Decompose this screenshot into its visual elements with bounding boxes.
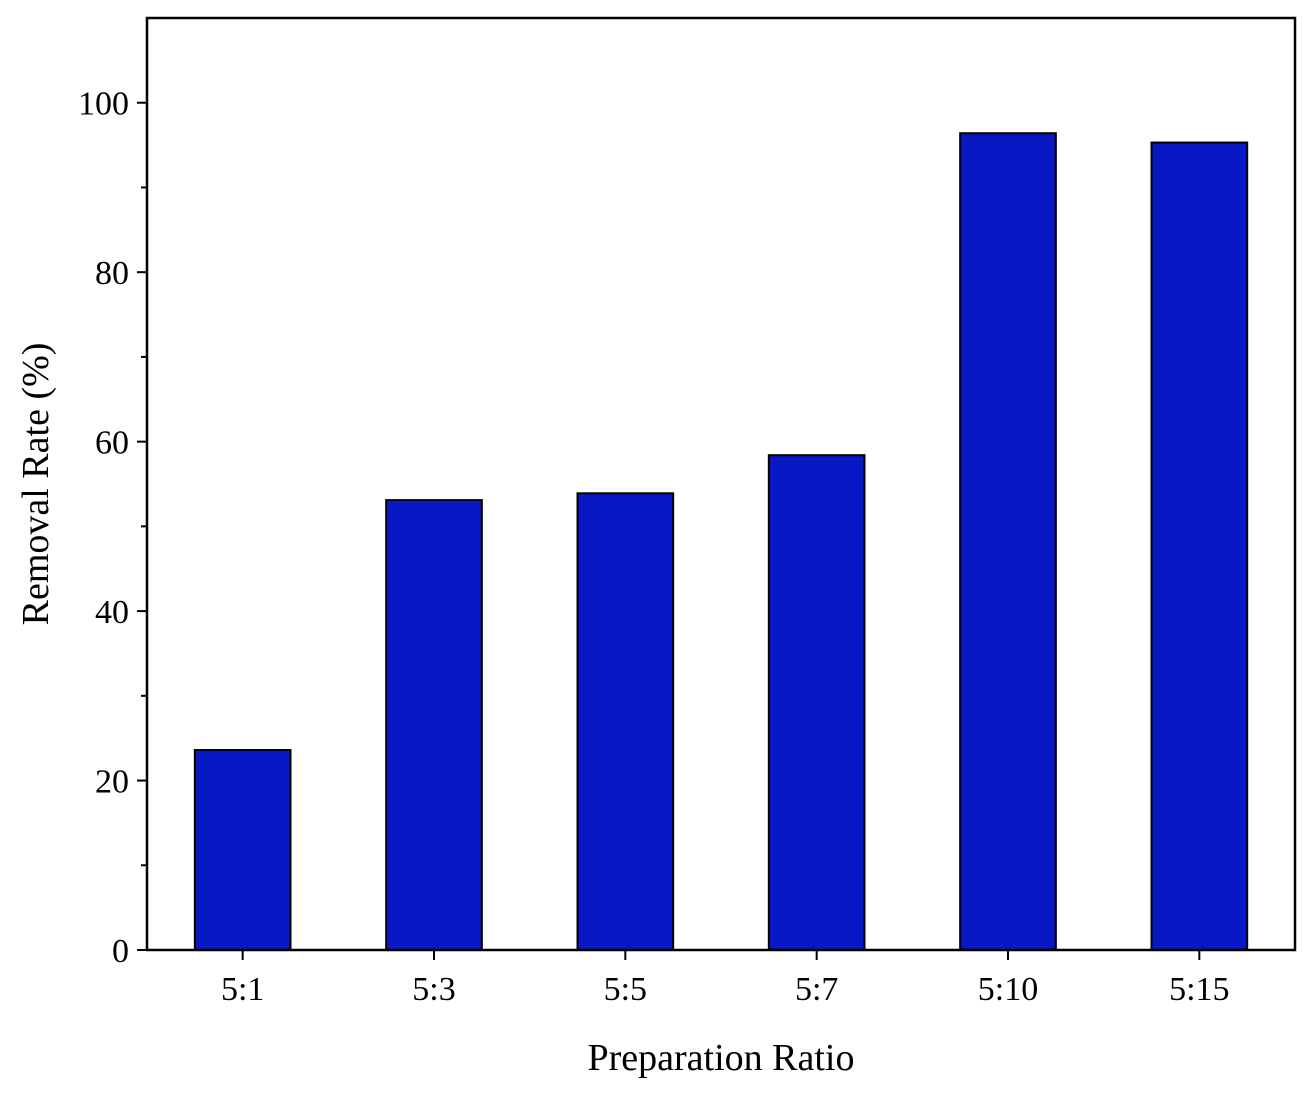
bar-5-15 (1150, 141, 1249, 952)
bar-5-5 (576, 492, 675, 951)
bars-layer (193, 132, 1249, 952)
bar-5-1 (193, 749, 292, 951)
plot-frame (145, 16, 1297, 952)
y-tick-label: 80 (95, 255, 129, 292)
y-tick-label: 0 (112, 933, 129, 970)
x-axis-title: Preparation Ratio (588, 1037, 855, 1079)
x-tick-label: 5:5 (604, 971, 647, 1008)
bar-5-3 (385, 499, 483, 951)
bar-5-10 (959, 132, 1057, 952)
y-tick-label: 60 (95, 425, 129, 462)
y-tick-label: 40 (95, 594, 129, 631)
y-tick-label: 100 (78, 86, 129, 123)
bar-5-7 (767, 454, 866, 951)
x-tick-label: 5:15 (1169, 971, 1229, 1008)
x-tick-label: 5:1 (221, 971, 264, 1008)
y-tick-label: 20 (95, 764, 129, 801)
x-axis: 5:1 5:3 5:5 5:7 5:10 5:15 (221, 950, 1230, 1008)
x-tick-label: 5:3 (412, 971, 455, 1008)
x-tick-label: 5:7 (795, 971, 838, 1008)
x-tick-label: 5:10 (978, 971, 1038, 1008)
y-axis-title: Removal Rate (%) (15, 343, 57, 626)
y-axis: 0 20 40 60 80 100 (78, 86, 147, 970)
